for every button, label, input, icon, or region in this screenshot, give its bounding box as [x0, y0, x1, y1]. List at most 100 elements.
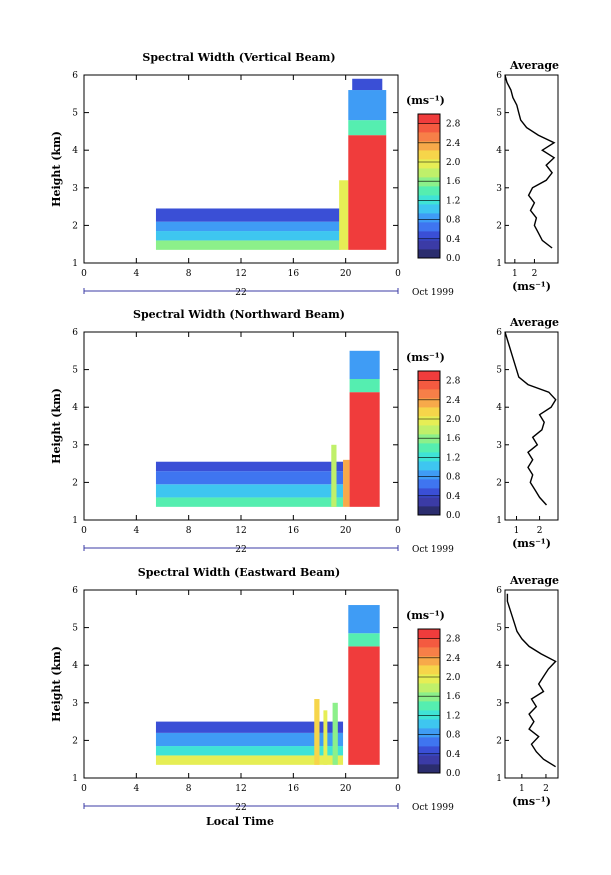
- x-tick-label: 0: [395, 784, 401, 794]
- date-label: Oct 1999: [412, 803, 454, 813]
- heatmap-cell: [348, 646, 380, 765]
- average-frame: [504, 589, 559, 779]
- colorbar-swatch: [418, 380, 440, 390]
- average-title: Average: [509, 316, 559, 329]
- average-y-tick-label: 2: [496, 221, 502, 231]
- y-tick-label: 5: [72, 624, 78, 634]
- x-tick-label: 20: [340, 269, 352, 279]
- heatmap-cell: [155, 240, 341, 250]
- average-frame: [504, 74, 559, 264]
- x-tick-label: 0: [81, 526, 87, 536]
- heatmap-cell: [155, 221, 341, 232]
- average-x-label: (ms⁻¹): [512, 280, 551, 293]
- panel-title: Spectral Width (Vertical Beam): [142, 51, 335, 64]
- average-x-tick-label: 2: [532, 269, 538, 279]
- heatmap-cell: [332, 702, 338, 765]
- heatmap-cell: [348, 605, 380, 634]
- x-tick-label: 0: [81, 269, 87, 279]
- x-tick-label: 20: [340, 526, 352, 536]
- colorbar-swatch: [418, 737, 440, 747]
- y-tick-label: 3: [72, 441, 78, 451]
- average-y-tick-label: 6: [496, 586, 502, 596]
- y-tick-label: 3: [72, 699, 78, 709]
- colorbar-tick-label: 2.8: [446, 120, 461, 130]
- heatmap-cell: [155, 461, 344, 472]
- average-profile-line: [504, 331, 557, 506]
- colorbar-swatch: [418, 177, 440, 187]
- y-tick-label: 3: [72, 184, 78, 194]
- average-y-tick-label: 4: [496, 403, 502, 413]
- average-y-tick-label: 5: [496, 109, 502, 119]
- average-y-tick-label: 4: [496, 146, 502, 156]
- colorbar-tick-label: 1.6: [446, 177, 461, 187]
- x-tick-label: 12: [235, 784, 246, 794]
- y-tick-label: 2: [72, 221, 78, 231]
- colorbar-swatch: [418, 452, 440, 462]
- average-x-tick-label: 1: [514, 526, 520, 536]
- heatmap-cell: [343, 459, 350, 507]
- panel-1: Spectral Width (Vertical Beam)123456Heig…: [50, 51, 559, 298]
- panel-2: Spectral Width (Northward Beam)123456Hei…: [50, 308, 559, 555]
- y-axis-label: Height (km): [50, 388, 63, 464]
- colorbar-swatch: [418, 240, 440, 250]
- average-y-tick-label: 3: [496, 699, 502, 709]
- x-tick-label: 16: [288, 526, 300, 536]
- colorbar-swatch: [418, 425, 440, 435]
- average-y-tick-label: 6: [496, 328, 502, 338]
- heatmap-cell: [155, 755, 344, 765]
- average-y-tick-label: 1: [496, 516, 502, 526]
- heatmap-cell: [155, 484, 344, 498]
- x-tick-label: 16: [288, 269, 300, 279]
- average-y-tick-label: 5: [496, 366, 502, 376]
- y-axis-label: Height (km): [50, 646, 63, 722]
- heatmap-cell: [323, 710, 328, 765]
- date-label: Oct 1999: [412, 545, 454, 555]
- y-tick-label: 5: [72, 109, 78, 119]
- colorbar-unit: (ms⁻¹): [406, 609, 445, 622]
- average-x-label: (ms⁻¹): [512, 537, 551, 550]
- colorbar-tick-label: 1.6: [446, 692, 461, 702]
- day-label: 22: [235, 803, 246, 813]
- colorbar-tick-label: 0.4: [446, 235, 461, 245]
- heatmap-cell: [349, 350, 380, 379]
- colorbar-tick-label: 0.4: [446, 750, 461, 760]
- x-tick-label: 16: [288, 784, 300, 794]
- average-y-tick-label: 3: [496, 184, 502, 194]
- y-tick-label: 6: [72, 586, 78, 596]
- x-tick-label: 12: [235, 269, 246, 279]
- colorbar-swatch: [418, 150, 440, 160]
- average-y-tick-label: 1: [496, 259, 502, 269]
- colorbar-swatch: [418, 692, 440, 702]
- colorbar-swatch: [418, 488, 440, 498]
- heatmap-cell: [348, 90, 387, 121]
- average-profile-line: [504, 74, 556, 249]
- colorbar-swatch: [418, 497, 440, 507]
- y-axis-label: Height (km): [50, 131, 63, 207]
- colorbar-tick-label: 0.0: [446, 511, 461, 521]
- y-tick-label: 6: [72, 71, 78, 81]
- colorbar-tick-label: 2.4: [446, 396, 461, 406]
- colorbar-swatch: [418, 674, 440, 684]
- colorbar-swatch: [418, 204, 440, 214]
- colorbar-swatch: [418, 114, 440, 124]
- x-tick-label: 4: [133, 526, 139, 536]
- heatmap-cell: [348, 120, 387, 136]
- x-tick-label: 8: [186, 784, 192, 794]
- colorbar-swatch: [418, 159, 440, 169]
- average-x-tick-label: 2: [537, 526, 543, 536]
- colorbar-swatch: [418, 443, 440, 453]
- x-tick-label: 8: [186, 526, 192, 536]
- heatmap-cell: [155, 208, 341, 222]
- panel-title: Spectral Width (Northward Beam): [133, 308, 345, 321]
- x-tick-label: 12: [235, 526, 246, 536]
- colorbar-swatch: [418, 647, 440, 657]
- y-tick-label: 4: [72, 661, 78, 671]
- colorbar-swatch: [418, 186, 440, 196]
- colorbar-swatch: [418, 755, 440, 765]
- x-tick-label: 20: [340, 784, 352, 794]
- colorbar-tick-label: 2.8: [446, 377, 461, 387]
- colorbar-swatch: [418, 213, 440, 223]
- colorbar-tick-label: 1.2: [446, 453, 460, 463]
- colorbar-swatch: [418, 665, 440, 675]
